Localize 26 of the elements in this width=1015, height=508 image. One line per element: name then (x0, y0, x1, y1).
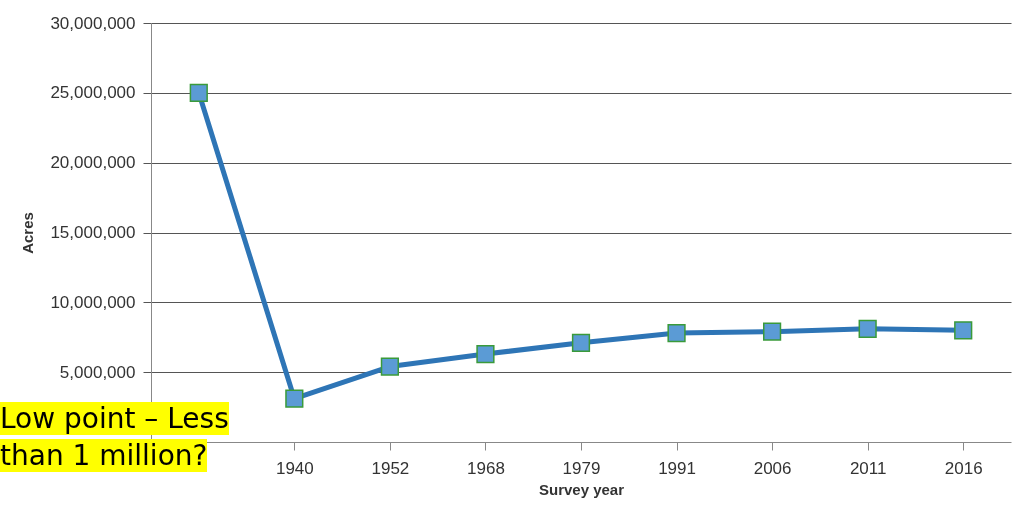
point (285, 389, 304, 408)
point (476, 344, 495, 364)
y-axis-title: Acres (19, 212, 37, 254)
x-tick-label: 1968 (467, 458, 505, 478)
point (762, 322, 782, 341)
point (954, 321, 973, 340)
x-tick-label: 1952 (371, 458, 410, 478)
point (380, 357, 399, 376)
x-tick-label: 2016 (944, 458, 983, 478)
y-tick-label: 10,000,000 (50, 292, 136, 312)
x-axis-title: Survey year (538, 480, 625, 498)
point (858, 319, 877, 338)
x-tick-label: 2006 (753, 458, 792, 478)
point (189, 83, 208, 102)
y-tick-label: 5,000,000 (59, 362, 136, 382)
point (571, 333, 591, 352)
annotation: Low point – Less than 1 million? (0, 402, 229, 472)
x-tick-label: 1979 (562, 458, 601, 478)
y-tick-label: 30,000,000 (50, 13, 136, 33)
y-tick-label: 15,000,000 (50, 223, 136, 242)
x-tick-label: 1991 (658, 458, 696, 478)
y-tick-label: 25,000,000 (50, 83, 136, 103)
point (667, 323, 686, 343)
x-tick-label: 1940 (275, 458, 314, 478)
y-tick-label: 20,000,000 (50, 153, 136, 173)
x-tick-label: 2011 (849, 458, 887, 478)
